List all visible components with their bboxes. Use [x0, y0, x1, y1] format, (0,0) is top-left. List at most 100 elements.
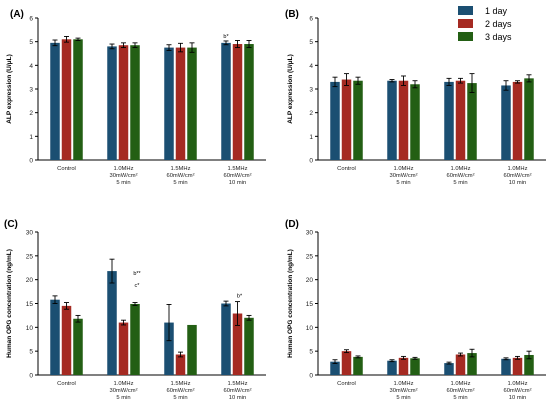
- x-tick-label: 5 min: [116, 180, 130, 186]
- chart-panel-c: (C) 0 5 10 15 20 25 30 Human OPG concentration (…: [4, 219, 266, 401]
- x-tick-label: 5 min: [116, 395, 130, 401]
- x-tick-label: 60mW/cm²: [223, 173, 251, 179]
- bar-1-day: [50, 42, 60, 160]
- bar-1-day: [501, 85, 511, 160]
- panel-label: (B): [285, 9, 299, 20]
- x-tick-label: Control: [57, 381, 76, 387]
- bar-2-days: [455, 80, 466, 160]
- y-tick-label: 5: [29, 39, 33, 46]
- y-tick-label: 5: [309, 349, 313, 356]
- bar-3-days: [244, 317, 254, 375]
- x-tick-label: 60mW/cm²: [503, 388, 531, 394]
- x-tick-label: 1.0MHz: [394, 166, 414, 172]
- y-tick-label: 15: [306, 301, 314, 308]
- x-tick-label: 10 min: [509, 395, 526, 401]
- legend-label: 3 days: [485, 32, 512, 42]
- x-tick-label: 60mW/cm²: [503, 173, 531, 179]
- bar-2-days: [341, 79, 352, 160]
- bar-3-days: [353, 80, 363, 160]
- bar-1-day: [164, 322, 174, 375]
- y-tick-label: 25: [306, 253, 314, 260]
- bar-1-day: [444, 363, 454, 375]
- x-tick-label: 1.0MHz: [114, 381, 134, 387]
- y-tick-label: 0: [29, 373, 33, 380]
- x-tick-label: 1.0MHz: [394, 381, 414, 387]
- y-tick-label: 0: [309, 373, 313, 380]
- bar-3-days: [73, 39, 83, 160]
- x-tick-label: 30mW/cm²: [389, 388, 417, 394]
- legend-swatch: [458, 32, 473, 41]
- x-tick-label: 30mW/cm²: [109, 173, 137, 179]
- y-tick-label: 10: [306, 325, 314, 332]
- x-tick-label: 10 min: [509, 180, 526, 186]
- bar-2-days: [512, 81, 523, 160]
- x-tick-label: 1.5MHz: [228, 381, 248, 387]
- bar-3-days: [524, 354, 534, 375]
- y-axis-label: Human OPG concentration (ng/mL): [6, 249, 13, 358]
- bar-1-day: [107, 271, 117, 375]
- x-tick-label: 5 min: [453, 395, 467, 401]
- bar-2-days: [61, 305, 72, 375]
- legend-swatch: [458, 6, 473, 15]
- x-tick-label: 30mW/cm²: [109, 388, 137, 394]
- legend-swatch: [458, 19, 473, 28]
- y-tick-label: 1: [29, 134, 33, 141]
- bar-3-days: [467, 83, 477, 160]
- y-tick-label: 2: [309, 110, 313, 117]
- significance-annotation: b**: [133, 271, 141, 277]
- x-tick-label: 1.0MHz: [451, 381, 471, 387]
- x-tick-label: 1.0MHz: [508, 381, 528, 387]
- bar-3-days: [353, 356, 363, 375]
- x-tick-label: Control: [337, 381, 356, 387]
- x-tick-label: 10 min: [229, 180, 246, 186]
- bar-1-day: [501, 358, 511, 375]
- bar-2-days: [398, 357, 409, 375]
- x-tick-label: 60mW/cm²: [223, 388, 251, 394]
- bar-3-days: [524, 78, 534, 160]
- y-axis-label: ALP expression (U/μL): [6, 54, 13, 124]
- x-tick-label: 1.5MHz: [228, 166, 248, 172]
- y-tick-label: 0: [309, 158, 313, 165]
- x-tick-label: 5 min: [396, 395, 410, 401]
- bar-2-days: [175, 354, 186, 375]
- y-tick-label: 30: [306, 230, 314, 237]
- bar-3-days: [187, 47, 197, 161]
- x-tick-label: 60mW/cm²: [446, 173, 474, 179]
- bar-2-days: [512, 357, 523, 375]
- x-tick-label: 1.0MHz: [114, 166, 134, 172]
- bar-3-days: [244, 44, 254, 160]
- y-tick-label: 5: [309, 39, 313, 46]
- panel-label: (A): [10, 9, 24, 20]
- y-axis-label: Human OPG concentration (ng/mL): [287, 249, 294, 358]
- panel-label: (D): [285, 219, 299, 230]
- bar-1-day: [330, 361, 340, 375]
- legend: 1 day 2 days 3 days: [458, 6, 512, 42]
- legend-label: 2 days: [485, 19, 512, 29]
- y-tick-label: 3: [309, 87, 313, 94]
- bar-3-days: [467, 353, 477, 375]
- bar-2-days: [232, 313, 243, 375]
- bar-1-day: [221, 42, 231, 160]
- y-tick-label: 10: [26, 325, 34, 332]
- bar-3-days: [130, 303, 140, 375]
- panel-label: (C): [4, 219, 18, 230]
- bar-3-days: [187, 324, 197, 375]
- y-tick-label: 4: [29, 63, 33, 70]
- chart-panels: (A) 0 1 2 3 4 5 6 ALP expression (U/μL) Control 1.…: [4, 9, 546, 401]
- y-tick-label: 15: [26, 301, 34, 308]
- bar-2-days: [61, 39, 72, 160]
- x-tick-label: Control: [337, 166, 356, 172]
- y-tick-label: 4: [309, 63, 313, 70]
- significance-annotation: c*: [135, 283, 141, 289]
- bar-3-days: [73, 318, 83, 375]
- x-tick-label: 1.5MHz: [171, 166, 191, 172]
- x-tick-label: 1.0MHz: [508, 166, 528, 172]
- x-tick-label: 1.0MHz: [451, 166, 471, 172]
- bar-2-days: [455, 354, 466, 375]
- bar-1-day: [387, 80, 397, 160]
- bar-1-day: [330, 81, 340, 160]
- x-tick-label: 5 min: [173, 180, 187, 186]
- y-axis-label: ALP expression (U/μL): [287, 54, 294, 124]
- y-tick-label: 1: [309, 134, 313, 141]
- x-tick-label: 5 min: [396, 180, 410, 186]
